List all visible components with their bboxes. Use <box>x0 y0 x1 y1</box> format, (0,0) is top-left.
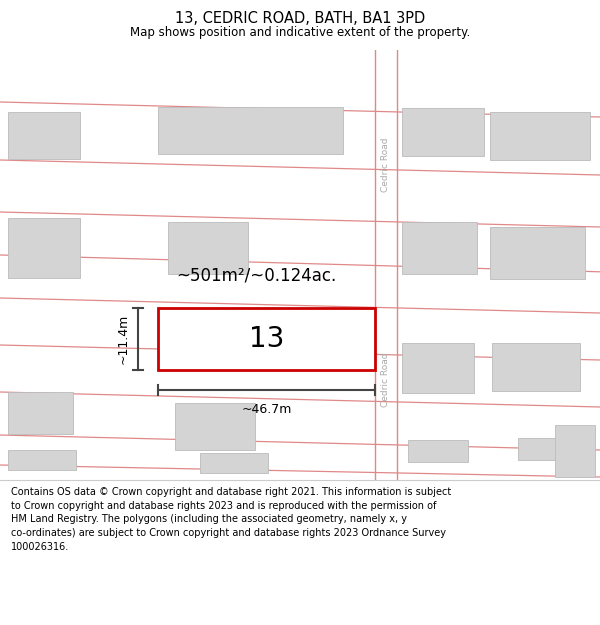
Text: Contains OS data © Crown copyright and database right 2021. This information is : Contains OS data © Crown copyright and d… <box>11 488 451 552</box>
Text: Map shows position and indicative extent of the property.: Map shows position and indicative extent… <box>130 26 470 39</box>
Bar <box>490 227 585 279</box>
Text: Cedric Road: Cedric Road <box>382 352 391 408</box>
Bar <box>402 222 477 274</box>
Text: 13: 13 <box>249 325 284 353</box>
Text: ~11.4m: ~11.4m <box>117 314 130 364</box>
Bar <box>492 343 580 391</box>
Bar <box>8 392 73 434</box>
Bar <box>8 450 76 470</box>
Bar <box>168 222 248 274</box>
Bar <box>375 50 397 480</box>
Text: ~46.7m: ~46.7m <box>241 403 292 416</box>
Bar <box>175 403 255 450</box>
Bar <box>158 107 343 154</box>
Bar <box>402 343 474 393</box>
Bar <box>555 425 595 477</box>
Bar <box>408 440 468 462</box>
Bar <box>8 112 80 159</box>
Bar <box>8 218 80 278</box>
Bar <box>402 108 484 156</box>
Text: ~501m²/~0.124ac.: ~501m²/~0.124ac. <box>176 267 337 285</box>
Text: Cedric Road: Cedric Road <box>382 138 391 192</box>
Bar <box>490 112 590 160</box>
Bar <box>158 308 375 370</box>
Text: 13, CEDRIC ROAD, BATH, BA1 3PD: 13, CEDRIC ROAD, BATH, BA1 3PD <box>175 11 425 26</box>
Bar <box>518 438 583 460</box>
Bar <box>200 453 268 473</box>
